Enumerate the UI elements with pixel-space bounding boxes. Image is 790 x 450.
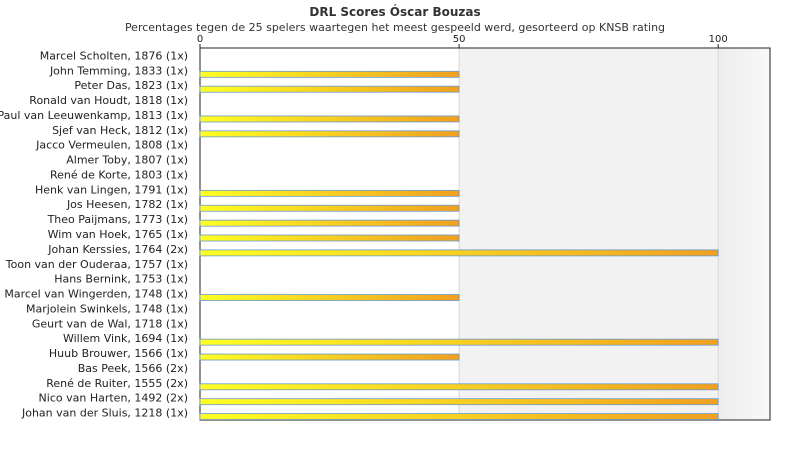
bar-19 — [199, 338, 719, 346]
bar-24 — [199, 413, 719, 420]
chart-subtitle: Percentages tegen de 25 spelers waartege… — [124, 21, 666, 34]
category-label-14: Toon van der Ouderaa, 1757 (1x) — [5, 258, 188, 271]
x-axis-ticks: 0 50 100 — [197, 34, 728, 48]
category-label-10: Jos Heesen, 1782 (1x) — [66, 198, 188, 211]
category-label-20: Huub Brouwer, 1566 (1x) — [49, 347, 188, 360]
category-label-11: Theo Paijmans, 1773 (1x) — [47, 213, 188, 226]
bar-9 — [199, 189, 460, 197]
plot-border — [199, 47, 771, 421]
category-label-6: Jacco Vermeulen, 1808 (1x) — [35, 139, 188, 152]
bar-10 — [199, 204, 460, 212]
bar-4 — [199, 115, 460, 123]
grid-band-100-plus — [718, 48, 770, 420]
chart-title: DRL Scores Óscar Bouzas — [309, 5, 481, 19]
x-tick-label-50: 50 — [453, 34, 466, 45]
category-label-0: Marcel Scholten, 1876 (1x) — [40, 49, 188, 62]
category-label-19: Willem Vink, 1694 (1x) — [63, 332, 188, 345]
category-label-4: Paul van Leeuwenkamp, 1813 (1x) — [0, 109, 188, 122]
category-label-22: René de Ruiter, 1555 (2x) — [46, 377, 188, 390]
bar-5 — [199, 130, 460, 138]
category-label-18: Geurt van de Wal, 1718 (1x) — [32, 317, 188, 330]
category-label-24: Johan van der Sluis, 1218 (1x) — [21, 407, 188, 420]
category-label-8: René de Korte, 1803 (1x) — [50, 168, 188, 181]
x-tick-label-0: 0 — [197, 34, 203, 45]
grid-bands — [458, 48, 770, 420]
category-label-23: Nico van Harten, 1492 (2x) — [39, 392, 188, 405]
category-label-1: John Temming, 1833 (1x) — [49, 64, 188, 77]
grid-band-50-100 — [459, 48, 719, 420]
category-label-17: Marjolein Swinkels, 1748 (1x) — [26, 302, 188, 315]
category-label-9: Henk van Lingen, 1791 (1x) — [35, 183, 188, 196]
category-label-13: Johan Kerssies, 1764 (2x) — [47, 243, 188, 256]
bar-11 — [199, 219, 460, 227]
bar-12 — [199, 234, 460, 242]
bar-20 — [199, 353, 460, 361]
bars — [199, 70, 719, 420]
plot-frame — [199, 47, 771, 421]
category-label-3: Ronald van Houdt, 1818 (1x) — [29, 94, 188, 107]
bar-1 — [199, 70, 460, 78]
x-tick-label-100: 100 — [709, 34, 728, 45]
category-labels: Marcel Scholten, 1876 (1x) John Temming, … — [0, 49, 188, 419]
category-label-7: Almer Toby, 1807 (1x) — [66, 154, 188, 167]
category-label-12: Wim van Hoek, 1765 (1x) — [48, 228, 188, 241]
category-label-2: Peter Das, 1823 (1x) — [74, 79, 188, 92]
category-label-5: Sjef van Heck, 1812 (1x) — [52, 124, 188, 137]
bar-13 — [199, 249, 719, 257]
category-label-21: Bas Peek, 1566 (2x) — [78, 362, 188, 375]
category-label-16: Marcel van Wingerden, 1748 (1x) — [4, 288, 188, 301]
bar-2 — [199, 85, 460, 93]
bar-22 — [199, 383, 719, 391]
category-label-15: Hans Bernink, 1753 (1x) — [54, 273, 188, 286]
bar-23 — [199, 398, 719, 406]
bar-16 — [199, 294, 460, 301]
